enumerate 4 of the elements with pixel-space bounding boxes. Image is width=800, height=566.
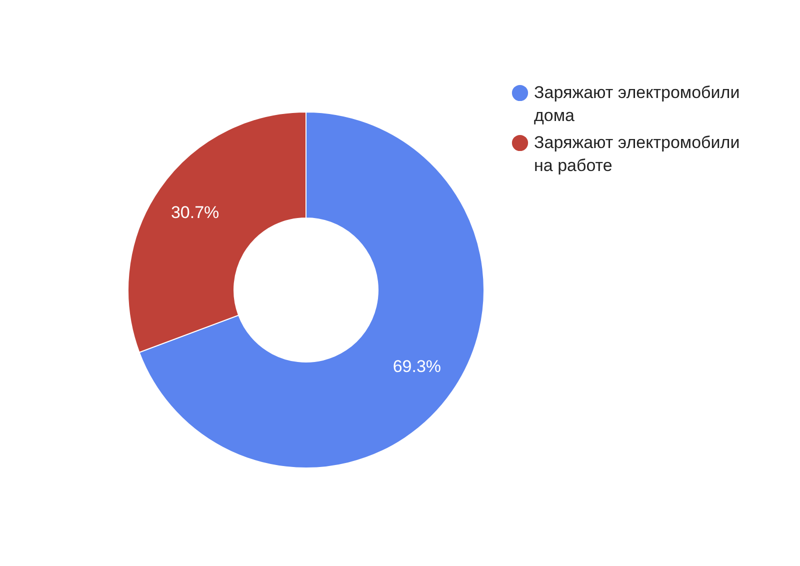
data-label: 30.7% xyxy=(170,203,220,222)
legend-label: Заряжают электромобили дома xyxy=(534,83,740,125)
legend-label: Заряжают электромобили на работе xyxy=(534,133,740,175)
data-label: 69.3% xyxy=(392,356,442,376)
